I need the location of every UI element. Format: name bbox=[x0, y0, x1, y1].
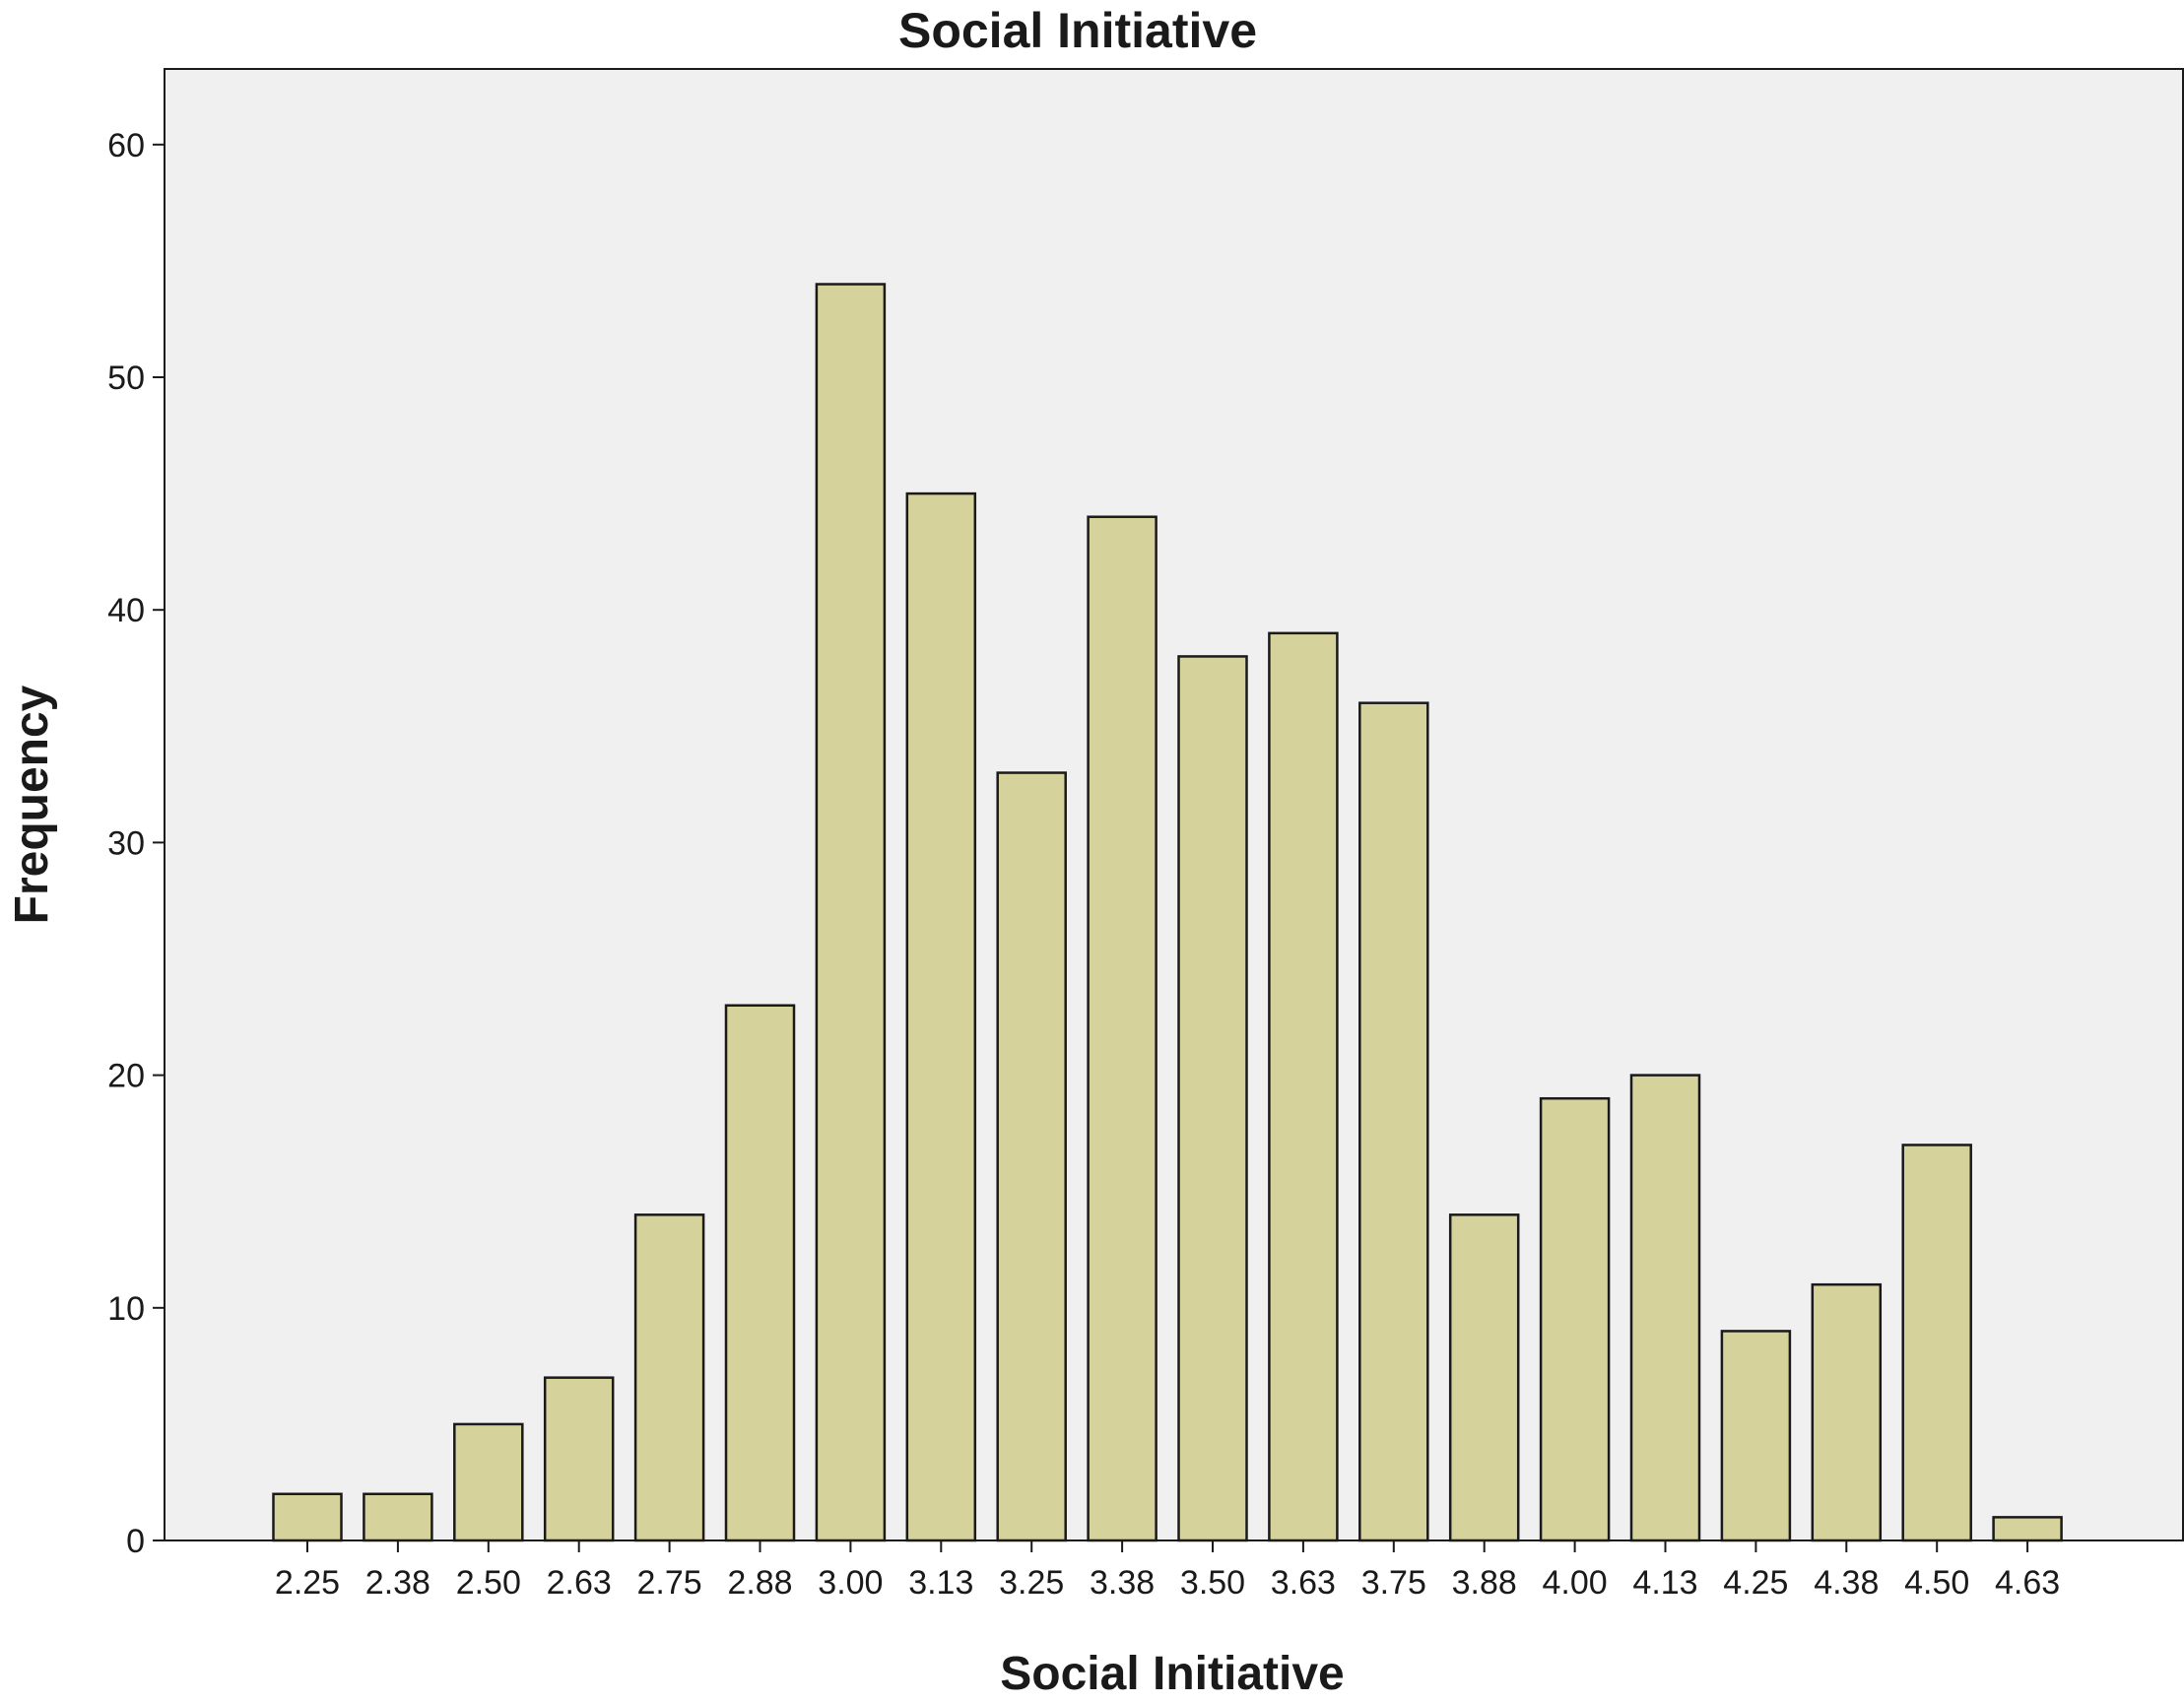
x-axis-label: Social Initiative bbox=[1000, 1648, 1344, 1700]
bars-group bbox=[272, 283, 2063, 1542]
x-tick-label: 4.00 bbox=[1543, 1564, 1608, 1602]
bar-3.13 bbox=[905, 491, 977, 1542]
bar-2.88 bbox=[724, 1004, 796, 1542]
x-tick-label: 3.25 bbox=[999, 1564, 1064, 1602]
bar-2.38 bbox=[363, 1492, 433, 1542]
y-tick-label: 20 bbox=[107, 1058, 145, 1095]
x-tick-label: 3.38 bbox=[1090, 1564, 1155, 1602]
y-tick-label: 10 bbox=[107, 1290, 145, 1328]
bar-4.63 bbox=[1992, 1516, 2063, 1542]
y-tick-label: 30 bbox=[107, 824, 145, 862]
x-tick-label: 3.75 bbox=[1361, 1564, 1426, 1602]
x-tick-label: 3.88 bbox=[1452, 1564, 1517, 1602]
y-tick-label: 40 bbox=[107, 592, 145, 629]
y-tick-label: 0 bbox=[126, 1523, 145, 1560]
chart-title: Social Initiative bbox=[898, 3, 1257, 58]
bar-2.25 bbox=[272, 1492, 343, 1542]
y-axis: 0 10 20 30 40 50 60 bbox=[107, 127, 165, 1560]
x-tick-label: 3.13 bbox=[908, 1564, 973, 1602]
bar-4.25 bbox=[1720, 1330, 1792, 1542]
x-tick-label: 2.25 bbox=[275, 1564, 340, 1602]
bar-3.63 bbox=[1268, 631, 1339, 1542]
bar-4.13 bbox=[1629, 1074, 1701, 1542]
x-tick-label: 2.50 bbox=[456, 1564, 521, 1602]
x-tick-label: 2.63 bbox=[547, 1564, 612, 1602]
bar-2.63 bbox=[543, 1376, 615, 1542]
bar-3.25 bbox=[996, 771, 1067, 1542]
bar-2.50 bbox=[453, 1422, 524, 1542]
x-tick-label: 3.50 bbox=[1180, 1564, 1245, 1602]
x-tick-label: 3.00 bbox=[818, 1564, 883, 1602]
bar-3.50 bbox=[1177, 655, 1248, 1542]
y-axis-label: Frequency bbox=[6, 685, 58, 924]
x-axis: 2.25 2.38 2.50 2.63 2.75 2.88 3.00 3.13 3.25 3.38… bbox=[275, 1540, 2060, 1602]
bar-3.88 bbox=[1448, 1213, 1520, 1542]
y-tick-label: 60 bbox=[107, 127, 145, 164]
x-tick-label: 2.75 bbox=[637, 1564, 702, 1602]
x-tick-label: 3.63 bbox=[1271, 1564, 1336, 1602]
y-tick-label: 50 bbox=[107, 360, 145, 397]
bar-3.38 bbox=[1087, 515, 1158, 1542]
bar-2.75 bbox=[633, 1213, 705, 1542]
x-tick-label: 4.13 bbox=[1632, 1564, 1697, 1602]
x-tick-label: 4.25 bbox=[1723, 1564, 1788, 1602]
bar-3.75 bbox=[1358, 701, 1429, 1542]
bar-4.00 bbox=[1539, 1096, 1611, 1542]
bar-4.38 bbox=[1811, 1282, 1883, 1542]
bar-4.50 bbox=[1901, 1144, 1972, 1542]
x-tick-label: 2.88 bbox=[727, 1564, 792, 1602]
x-tick-label: 4.38 bbox=[1814, 1564, 1879, 1602]
bar-3.00 bbox=[815, 283, 887, 1542]
x-tick-label: 4.50 bbox=[1904, 1564, 1969, 1602]
x-tick-label: 4.63 bbox=[1995, 1564, 2060, 1602]
x-tick-label: 2.38 bbox=[365, 1564, 430, 1602]
